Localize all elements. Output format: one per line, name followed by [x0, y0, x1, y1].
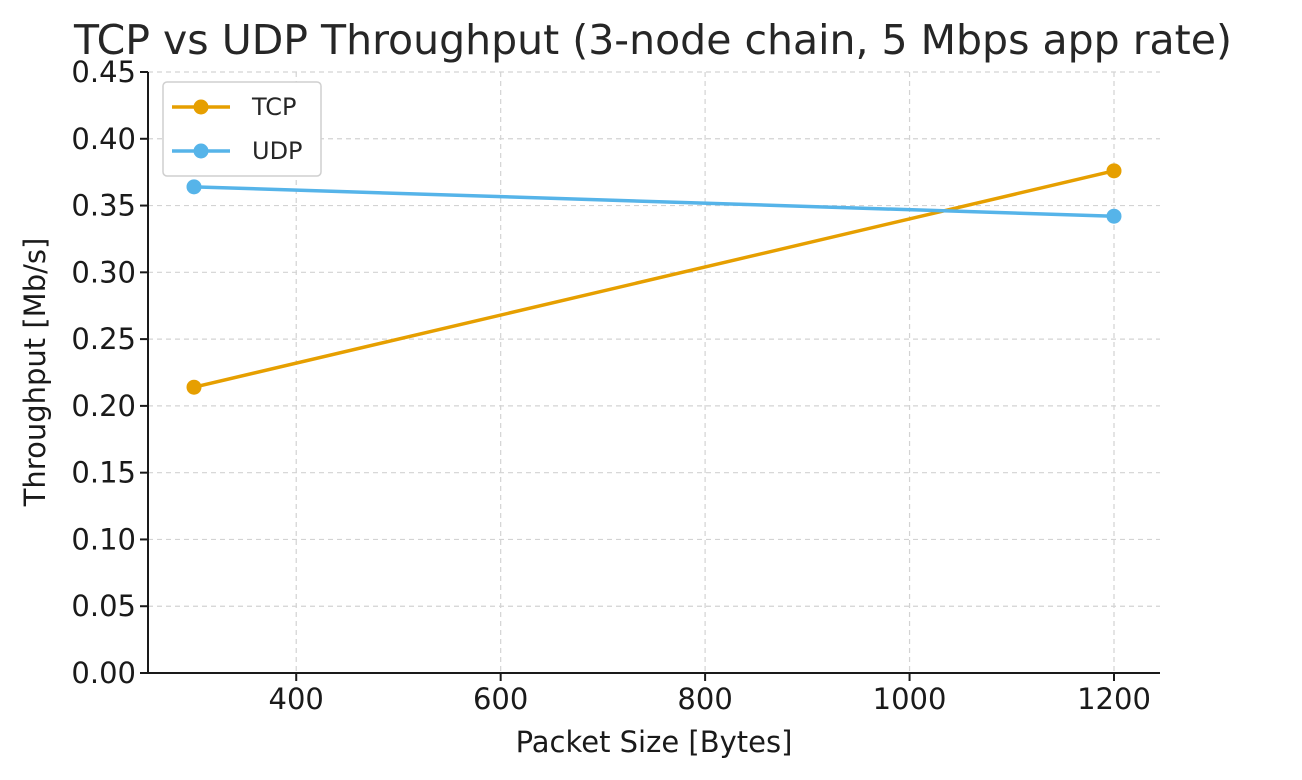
x-axis-ticks: 400 600 800 1000 1200	[269, 673, 1151, 716]
x-tick-label: 600	[473, 682, 528, 716]
legend: TCP UDP	[162, 81, 322, 177]
x-tick-label: 800	[677, 682, 732, 716]
x-tick-label: 1000	[873, 682, 947, 716]
legend-swatch-marker	[193, 99, 209, 115]
y-tick-label: 0.35	[71, 189, 136, 223]
y-axis-label: Throughput [Mb/s]	[18, 238, 52, 508]
tcp-point	[1106, 163, 1122, 179]
x-axis-label: Packet Size [Bytes]	[516, 725, 793, 759]
grid	[148, 71, 1160, 674]
chart-title: TCP vs UDP Throughput (3-node chain, 5 M…	[73, 16, 1232, 64]
legend-swatch-marker	[193, 143, 209, 159]
y-tick-label: 0.20	[71, 389, 136, 423]
series-tcp	[186, 163, 1122, 395]
y-tick-label: 0.30	[71, 255, 136, 289]
legend-label: TCP	[251, 93, 296, 121]
y-tick-label: 0.40	[71, 122, 136, 156]
y-tick-label: 0.00	[71, 656, 136, 690]
y-tick-label: 0.45	[71, 55, 136, 89]
y-tick-label: 0.10	[71, 522, 136, 556]
x-tick-label: 400	[269, 682, 324, 716]
legend-entry-tcp: TCP	[172, 93, 296, 121]
tcp-point	[186, 379, 202, 395]
udp-point	[186, 179, 202, 195]
legend-entry-udp: UDP	[172, 137, 303, 165]
x-tick-label: 1200	[1077, 682, 1151, 716]
udp-point	[1106, 208, 1122, 224]
y-tick-label: 0.05	[71, 589, 136, 623]
y-tick-label: 0.25	[71, 322, 136, 356]
y-axis-ticks: 0.00 0.05 0.10 0.15 0.20 0.25 0.30 0.35 0.40 0.45	[71, 55, 148, 690]
tcp-line	[192, 169, 1116, 389]
series-layer	[186, 163, 1122, 395]
series-udp	[186, 179, 1122, 224]
legend-label: UDP	[252, 137, 303, 165]
y-tick-label: 0.15	[71, 456, 136, 490]
udp-line	[192, 185, 1116, 218]
